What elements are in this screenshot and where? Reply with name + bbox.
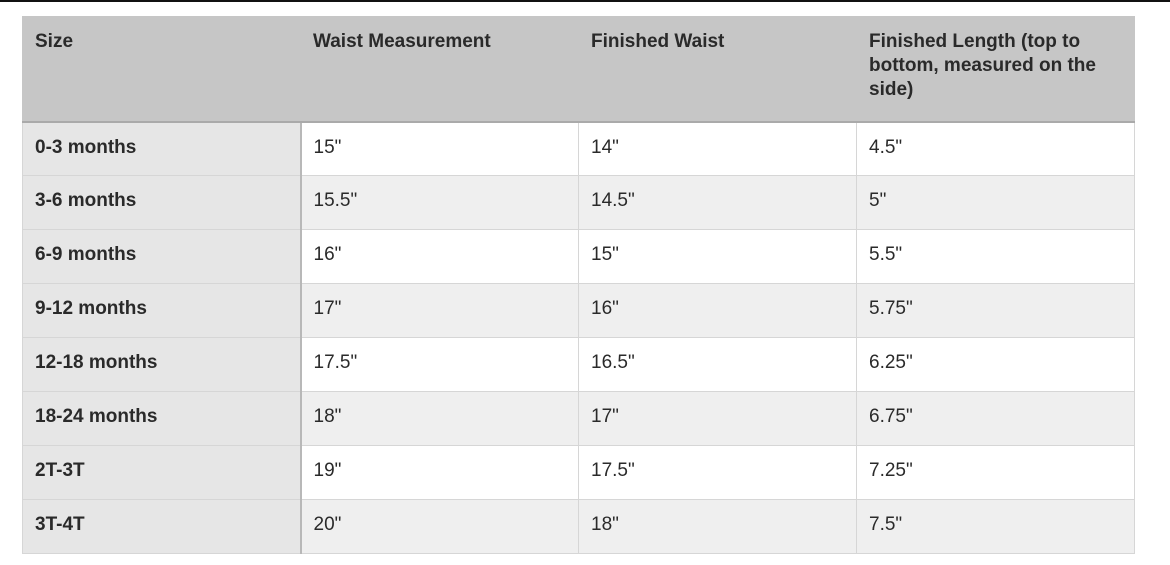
header-waist-measurement: Waist Measurement xyxy=(300,16,579,123)
top-border-line xyxy=(0,0,1170,2)
table-row: 18-24 months 18" 17" 6.75" xyxy=(22,391,1135,446)
cell-waist-measurement: 19" xyxy=(300,445,579,500)
cell-finished-waist: 17.5" xyxy=(578,445,857,500)
header-size: Size xyxy=(22,16,301,123)
cell-finished-length: 6.25" xyxy=(856,337,1135,392)
cell-finished-length: 5.75" xyxy=(856,283,1135,338)
cell-waist-measurement: 16" xyxy=(300,229,579,284)
cell-finished-waist: 16.5" xyxy=(578,337,857,392)
cell-size: 6-9 months xyxy=(22,229,302,284)
cell-size: 12-18 months xyxy=(22,337,302,392)
cell-finished-length: 4.5" xyxy=(856,121,1135,176)
cell-size: 0-3 months xyxy=(22,121,302,176)
table-row: 2T-3T 19" 17.5" 7.25" xyxy=(22,445,1135,500)
header-finished-waist: Finished Waist xyxy=(578,16,857,123)
cell-size: 3T-4T xyxy=(22,499,302,554)
cell-waist-measurement: 20" xyxy=(300,499,579,554)
cell-finished-length: 5" xyxy=(856,175,1135,230)
cell-waist-measurement: 17.5" xyxy=(300,337,579,392)
cell-size: 3-6 months xyxy=(22,175,302,230)
cell-finished-length: 5.5" xyxy=(856,229,1135,284)
cell-finished-waist: 18" xyxy=(578,499,857,554)
header-row: Size Waist Measurement Finished Waist Fi… xyxy=(22,16,1135,123)
table-row: 9-12 months 17" 16" 5.75" xyxy=(22,283,1135,338)
cell-finished-waist: 17" xyxy=(578,391,857,446)
table-row: 0-3 months 15" 14" 4.5" xyxy=(22,121,1135,176)
cell-finished-waist: 15" xyxy=(578,229,857,284)
cell-size: 18-24 months xyxy=(22,391,302,446)
size-chart-table: Size Waist Measurement Finished Waist Fi… xyxy=(22,16,1135,554)
cell-waist-measurement: 15.5" xyxy=(300,175,579,230)
cell-finished-length: 7.25" xyxy=(856,445,1135,500)
cell-finished-waist: 14.5" xyxy=(578,175,857,230)
cell-waist-measurement: 17" xyxy=(300,283,579,338)
cell-finished-waist: 16" xyxy=(578,283,857,338)
cell-size: 2T-3T xyxy=(22,445,302,500)
table-row: 3-6 months 15.5" 14.5" 5" xyxy=(22,175,1135,230)
table-row: 12-18 months 17.5" 16.5" 6.25" xyxy=(22,337,1135,392)
cell-waist-measurement: 15" xyxy=(300,121,579,176)
cell-waist-measurement: 18" xyxy=(300,391,579,446)
cell-finished-waist: 14" xyxy=(578,121,857,176)
cell-finished-length: 7.5" xyxy=(856,499,1135,554)
header-finished-length: Finished Length (top to bottom, measured… xyxy=(856,16,1135,123)
table-row: 3T-4T 20" 18" 7.5" xyxy=(22,499,1135,554)
table-row: 6-9 months 16" 15" 5.5" xyxy=(22,229,1135,284)
cell-finished-length: 6.75" xyxy=(856,391,1135,446)
cell-size: 9-12 months xyxy=(22,283,302,338)
